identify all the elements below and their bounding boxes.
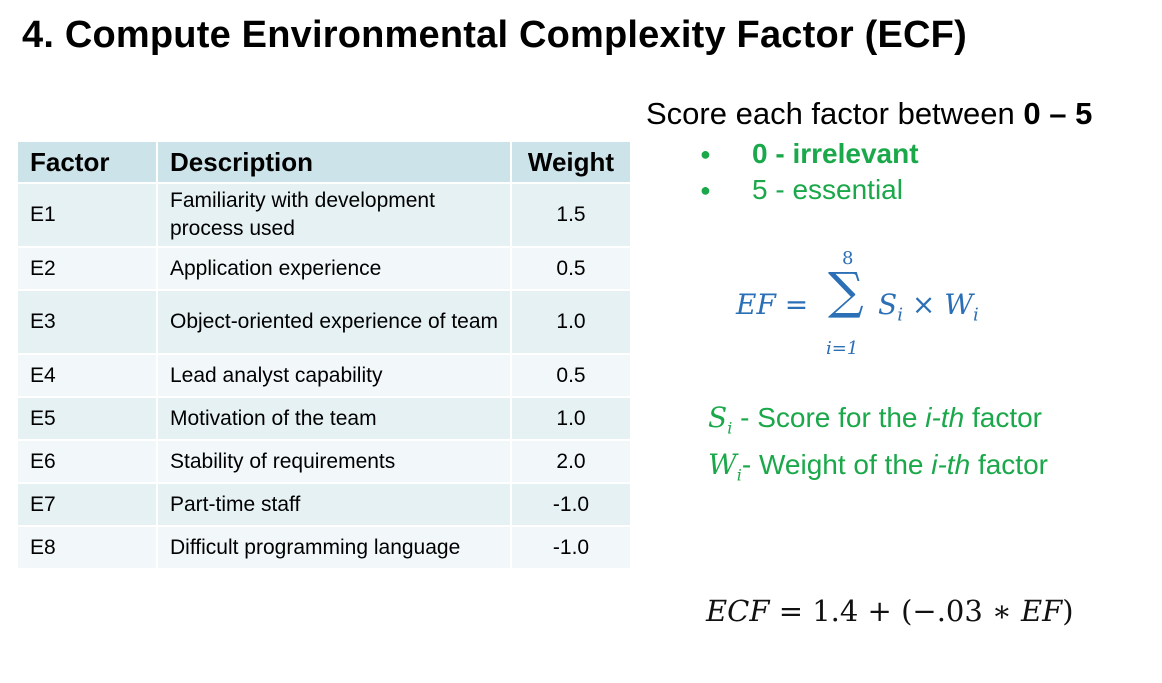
score-instruction: Score each factor between 0 – 5 (646, 96, 1092, 132)
weight-cell: -1.0 (512, 527, 630, 570)
bullet-label: essential (792, 174, 903, 205)
table-row: E2 Application experience 0.5 (18, 248, 630, 291)
legend-symbol-letter: S (708, 401, 728, 434)
factor-cell: E2 (18, 248, 158, 291)
description-cell: Application experience (158, 248, 512, 291)
page-title: 4. Compute Environmental Complexity Fact… (22, 14, 967, 56)
ecf-symbol: ECF (706, 594, 770, 628)
weight-cell: 0.5 (512, 248, 630, 291)
factor-cell: E7 (18, 484, 158, 527)
score-subscript: i (897, 304, 903, 326)
table-row: E3 Object-oriented experience of team 1.… (18, 291, 630, 355)
description-cell: Stability of requirements (158, 441, 512, 484)
factor-table: Factor Description Weight E1 Familiarity… (18, 142, 630, 570)
list-item: ● 0 - irrelevant (700, 136, 919, 172)
score-symbol: S (878, 288, 898, 321)
sum-lower-limit: i=1 (826, 338, 859, 359)
weight-symbol: W (944, 288, 973, 321)
ef-formula-lhs: EF = (736, 288, 809, 321)
column-header-description: Description (158, 142, 512, 184)
weight-cell: 1.0 (512, 291, 630, 355)
ef-symbol: EF (1020, 594, 1063, 628)
ef-formula: EF = 8 ∑ i=1 Si × Wi (736, 248, 996, 363)
score-range: 0 – 5 (1023, 96, 1093, 131)
table-row: E1 Familiarity with development process … (18, 184, 630, 248)
table-row: E6 Stability of requirements 2.0 (18, 441, 630, 484)
factor-cell: E1 (18, 184, 158, 248)
legend-text-before: - Score for the (732, 402, 926, 433)
legend-symbol-sub: i (736, 465, 742, 485)
weight-cell: 2.0 (512, 441, 630, 484)
factor-cell: E4 (18, 355, 158, 398)
weight-cell: 1.5 (512, 184, 630, 248)
legend-text-before: - Weight of the (741, 448, 932, 480)
factor-cell: E6 (18, 441, 158, 484)
legend-text-after: factor (964, 402, 1042, 433)
column-header-weight: Weight (512, 142, 630, 184)
score-bullet-list: ● 0 - irrelevant ● 5 - essential (700, 136, 919, 208)
column-header-factor: Factor (18, 142, 158, 184)
ecf-formula-close: ) (1062, 594, 1074, 628)
bullet-label: irrelevant (792, 138, 919, 169)
table-row: E4 Lead analyst capability 0.5 (18, 355, 630, 398)
table-header-row: Factor Description Weight (18, 142, 630, 184)
legend-item-weight: Wi- Weight of the i-th factor (708, 447, 1048, 494)
legend-emphasis: i-th (925, 402, 965, 433)
bullet-value: 0 - (752, 138, 785, 169)
sum-upper-limit: 8 (842, 248, 854, 269)
score-prefix: Score each factor between (646, 96, 1024, 131)
times-operator: × (902, 288, 945, 321)
list-item: ● 5 - essential (700, 172, 919, 208)
legend-symbol-sub: i (727, 418, 733, 438)
description-cell: Object-oriented experience of team (158, 291, 512, 355)
ecf-formula-middle: = 1.4 + (−.03 ∗ (769, 594, 1021, 628)
description-cell: Motivation of the team (158, 398, 512, 441)
description-cell: Difficult programming language (158, 527, 512, 570)
description-cell: Lead analyst capability (158, 355, 512, 398)
legend-symbol: Wi (708, 447, 742, 485)
factor-cell: E8 (18, 527, 158, 570)
legend-emphasis: i-th (931, 448, 971, 480)
weight-cell: 1.0 (512, 398, 630, 441)
weight-subscript: i (973, 304, 979, 326)
weight-cell: -1.0 (512, 484, 630, 527)
legend-text-after: factor (970, 448, 1048, 480)
legend-symbol: Si (708, 401, 732, 438)
factor-cell: E3 (18, 291, 158, 355)
table-row: E8 Difficult programming language -1.0 (18, 527, 630, 570)
factor-cell: E5 (18, 398, 158, 441)
description-cell: Part-time staff (158, 484, 512, 527)
bullet-value: 5 - (752, 174, 785, 205)
legend-symbol-letter: W (708, 447, 737, 481)
table-row: E7 Part-time staff -1.0 (18, 484, 630, 527)
ef-formula-rhs: Si × Wi (878, 288, 979, 326)
description-cell: Familiarity with development process use… (158, 184, 512, 248)
ecf-formula: ECF = 1.4 + (−.03 ∗ EF) (706, 594, 1074, 628)
formula-legend: Si - Score for the i-th factor Wi- Weigh… (708, 400, 1048, 493)
bullet-dot-icon: ● (700, 143, 711, 164)
weight-cell: 0.5 (512, 355, 630, 398)
legend-item-score: Si - Score for the i-th factor (708, 400, 1048, 447)
bullet-dot-icon: ● (700, 179, 711, 200)
summation-icon: ∑ (828, 262, 864, 320)
table-row: E5 Motivation of the team 1.0 (18, 398, 630, 441)
